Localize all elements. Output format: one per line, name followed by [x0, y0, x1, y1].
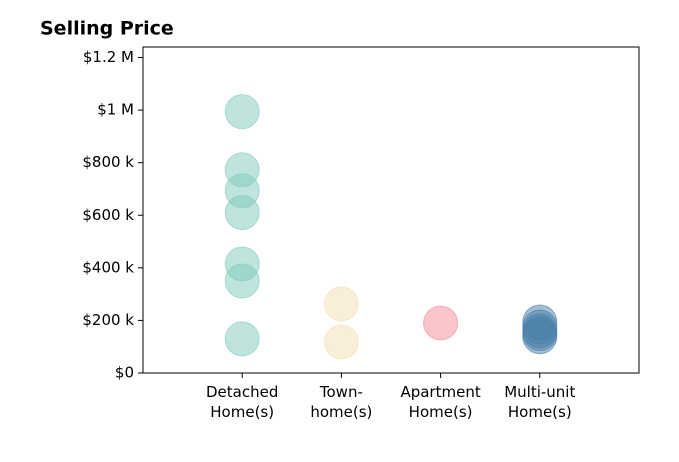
point	[323, 286, 359, 322]
y-tick-label: $0	[115, 364, 134, 382]
point	[224, 94, 260, 130]
y-tick-label: $600 k	[82, 206, 134, 224]
x-tick-label: Town- home(s)	[310, 383, 373, 421]
y-tick-label: $800 k	[82, 153, 134, 171]
point	[522, 319, 558, 355]
point	[224, 195, 260, 231]
point	[224, 321, 260, 357]
x-tick-label: Detached Home(s)	[206, 383, 279, 421]
point	[323, 324, 359, 360]
y-tick-label: $400 k	[82, 258, 134, 276]
y-tick-label: $1 M	[97, 101, 134, 119]
y-tick-label: $1.2 M	[83, 48, 134, 66]
chart-title: Selling Price	[40, 18, 174, 40]
point	[423, 305, 459, 341]
point	[224, 263, 260, 299]
plot-frame	[142, 46, 640, 374]
y-tick-label: $200 k	[82, 311, 134, 329]
x-tick-label: Multi-unit Home(s)	[504, 383, 576, 421]
x-tick-label: Apartment Home(s)	[400, 383, 481, 421]
